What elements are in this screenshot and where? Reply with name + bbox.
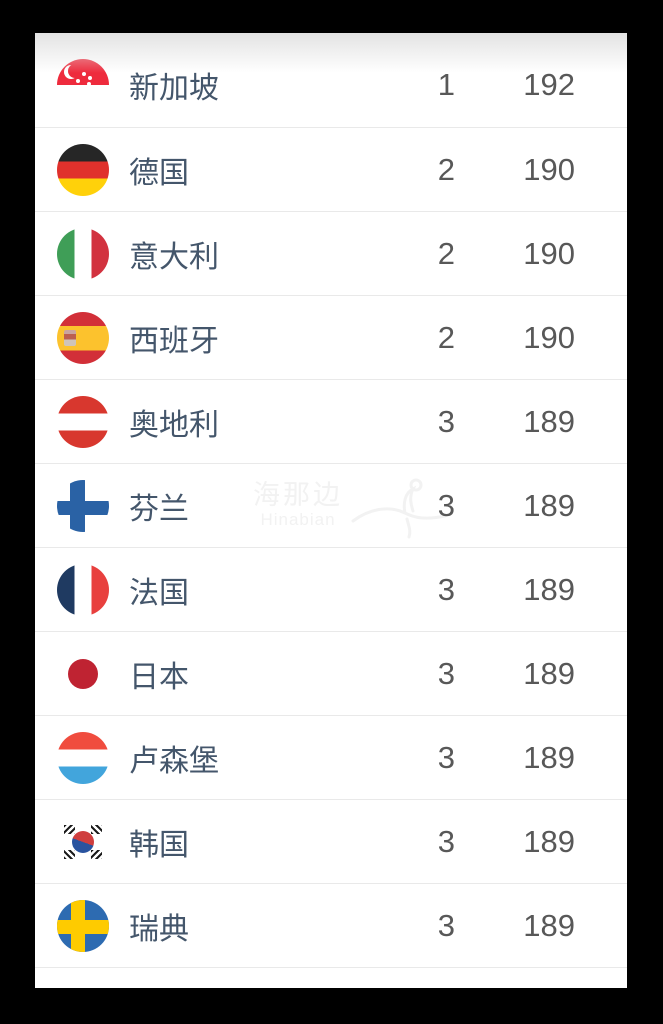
france-flag-icon — [57, 563, 109, 616]
country-ranking-list-panel: 海那边 Hinabian 新加坡 1 192 德国 2 190 意大利 2 19… — [35, 33, 627, 988]
score-number: 189 — [523, 907, 575, 943]
list-item-south-korea[interactable]: 韩国 3 189 — [35, 800, 627, 884]
south-korea-flag-icon — [57, 815, 109, 868]
rank-number: 2 — [437, 235, 455, 271]
rank-number: 2 — [437, 151, 455, 187]
country-name: 奥地利 — [129, 408, 219, 442]
rank-number: 1 — [437, 67, 455, 102]
score-number: 189 — [523, 655, 575, 691]
rank-number: 3 — [437, 487, 455, 523]
score-number: 190 — [523, 235, 575, 271]
list-item-japan[interactable]: 日本 3 189 — [35, 632, 627, 716]
rank-number: 2 — [437, 319, 455, 355]
score-number: 190 — [523, 319, 575, 355]
italy-flag-icon — [57, 227, 109, 280]
score-number: 189 — [523, 739, 575, 775]
austria-flag-icon — [57, 395, 109, 448]
germany-flag-icon — [57, 143, 109, 196]
country-name: 芬兰 — [129, 492, 189, 526]
rank-number: 3 — [437, 571, 455, 607]
country-name: 韩国 — [129, 828, 189, 862]
country-name: 德国 — [129, 156, 189, 190]
list-item-germany[interactable]: 德国 2 190 — [35, 128, 627, 212]
spain-flag-icon — [57, 311, 109, 364]
rank-number: 3 — [437, 823, 455, 859]
singapore-flag-icon — [57, 59, 109, 111]
country-ranking-list: 新加坡 1 192 德国 2 190 意大利 2 190 西班牙 2 190 奥… — [35, 33, 627, 968]
score-number: 189 — [523, 487, 575, 523]
country-name: 新加坡 — [129, 72, 219, 105]
list-item-spain[interactable]: 西班牙 2 190 — [35, 296, 627, 380]
country-name: 法国 — [129, 576, 189, 610]
country-name: 意大利 — [129, 240, 219, 274]
list-item-finland[interactable]: 芬兰 3 189 — [35, 464, 627, 548]
finland-flag-icon — [57, 479, 109, 532]
list-item-france[interactable]: 法国 3 189 — [35, 548, 627, 632]
sweden-flag-icon — [57, 899, 109, 952]
list-item-austria[interactable]: 奥地利 3 189 — [35, 380, 627, 464]
rank-number: 3 — [437, 739, 455, 775]
list-item-luxembourg[interactable]: 卢森堡 3 189 — [35, 716, 627, 800]
score-number: 189 — [523, 403, 575, 439]
score-number: 192 — [523, 67, 575, 102]
country-name: 日本 — [129, 660, 189, 694]
japan-flag-icon — [57, 647, 109, 700]
rank-number: 3 — [437, 655, 455, 691]
rank-number: 3 — [437, 907, 455, 943]
score-number: 189 — [523, 823, 575, 859]
country-name: 瑞典 — [129, 912, 189, 946]
luxembourg-flag-icon — [57, 731, 109, 784]
score-number: 190 — [523, 151, 575, 187]
list-item-sweden[interactable]: 瑞典 3 189 — [35, 884, 627, 968]
list-item-italy[interactable]: 意大利 2 190 — [35, 212, 627, 296]
country-name: 西班牙 — [129, 324, 219, 358]
country-name: 卢森堡 — [129, 744, 219, 778]
score-number: 189 — [523, 571, 575, 607]
rank-number: 3 — [437, 403, 455, 439]
list-item-singapore[interactable]: 新加坡 1 192 — [35, 33, 627, 128]
